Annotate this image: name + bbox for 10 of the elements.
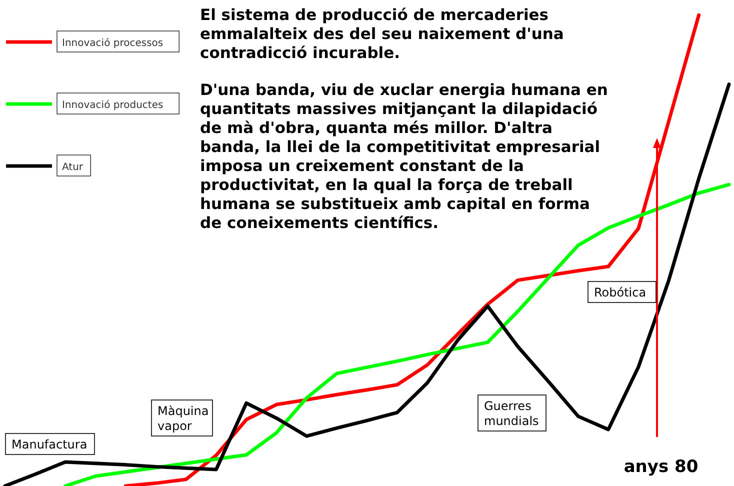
annotation: Manufactura [12,438,88,452]
annotation: Guerres mundials [484,399,539,428]
annotation: D'una banda, viu de xuclar energia humana en quantitats massives mitjançant la dilapidació de mà d'obra, quanta més millor. D'altra banda, la llei de la competitivitat empresarial imposa un creixement constant de la productivitat, en la qual la força de treball humana se substitueix amb capital en forma de coneixements científics. [200,81,608,232]
annotation: Robótica [594,286,646,300]
annotation: El sistema de producció de mercaderies emmalalteix des del seu naixement d'una contradicció incurable. [200,6,564,62]
annotation: anys 80 [624,457,698,477]
legend-label: Atur [62,162,84,173]
legend-label: Innovació productes [62,100,164,111]
legend-label: Innovació processos [62,38,164,49]
annotation: Màquina vapor [158,404,209,433]
